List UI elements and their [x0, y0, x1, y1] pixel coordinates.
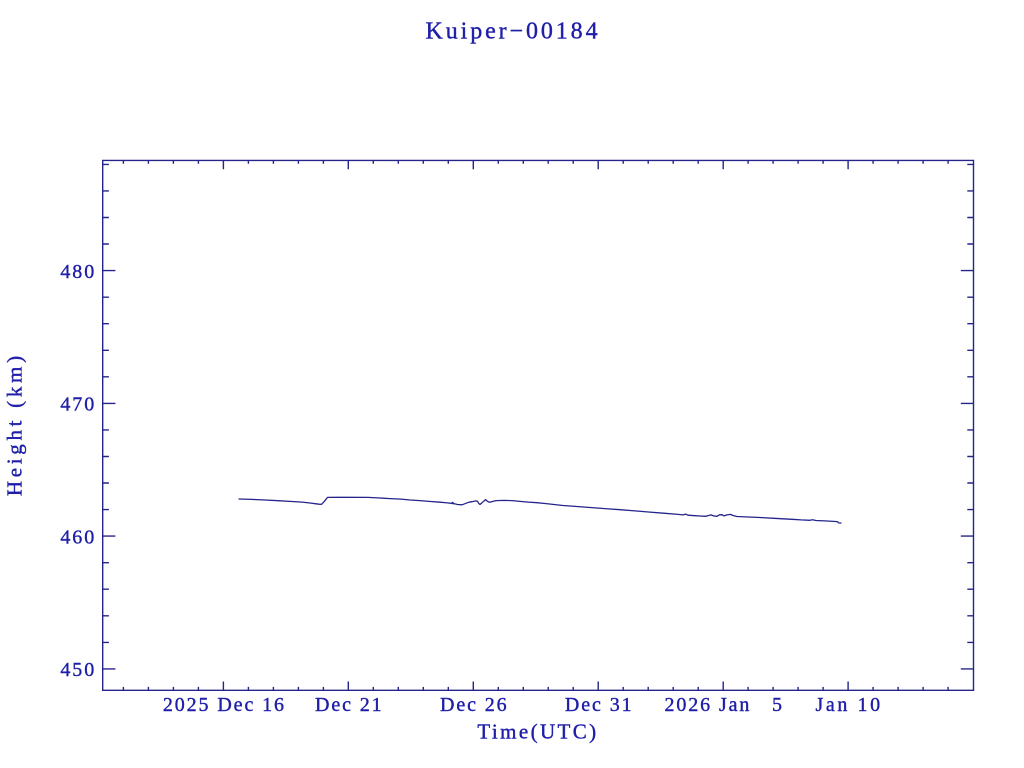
svg-text:460: 460: [60, 526, 96, 548]
svg-text:2025 Dec 16: 2025 Dec 16: [163, 694, 286, 716]
svg-text:2026 Jan 5: 2026 Jan 5: [664, 694, 783, 716]
svg-text:Dec 21: Dec 21: [315, 694, 384, 716]
svg-text:Dec 26: Dec 26: [440, 694, 509, 716]
svg-text:Kuiper−00184: Kuiper−00184: [426, 18, 601, 44]
svg-text:Time(UTC): Time(UTC): [477, 719, 598, 743]
svg-text:Jan 10: Jan 10: [815, 694, 882, 716]
svg-text:450: 450: [60, 659, 96, 681]
svg-text:Height (km): Height (km): [3, 352, 27, 496]
svg-text:480: 480: [60, 261, 96, 283]
svg-text:470: 470: [60, 394, 96, 416]
svg-text:Dec 31: Dec 31: [565, 694, 634, 716]
